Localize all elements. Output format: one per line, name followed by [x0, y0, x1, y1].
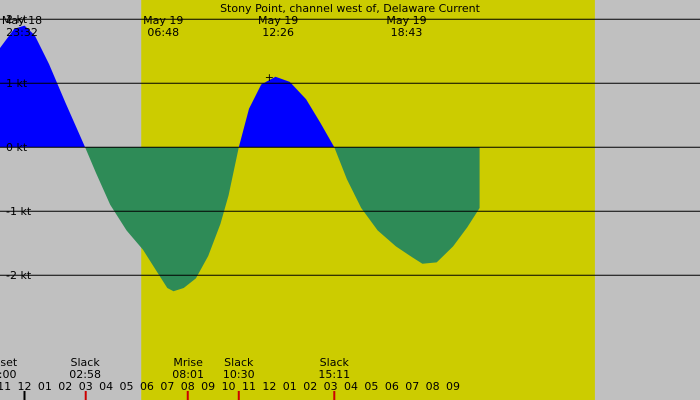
- hour-tick-label: 11: [0, 380, 11, 393]
- hour-tick-label: 07: [405, 380, 419, 393]
- bottom-event-labels: Mset3:00Slack02:58Mrise08:01Slack10:30Sl…: [0, 356, 350, 381]
- top-time-label: 06:48: [147, 26, 179, 39]
- grid-lines: [0, 18, 700, 276]
- top-time-label: 18:43: [391, 26, 423, 39]
- ebb-area: [334, 147, 480, 264]
- event-time-label: 3:00: [0, 368, 16, 381]
- y-tick-label: 0 kt: [6, 141, 28, 154]
- hour-tick-label: 01: [283, 380, 297, 393]
- top-date-label: May 18: [2, 14, 42, 27]
- hour-tick-label: 02: [58, 380, 72, 393]
- hour-tick-label: 05: [120, 380, 134, 393]
- event-name-label: Slack: [224, 356, 254, 369]
- y-tick-label: 1 kt: [6, 77, 28, 90]
- hour-tick-label: 11: [242, 380, 256, 393]
- event-name-label: Slack: [320, 356, 350, 369]
- event-time-label: 08:01: [172, 368, 204, 381]
- max-marker: +: [265, 71, 274, 84]
- top-time-label: 23:32: [6, 26, 38, 39]
- event-time-label: 15:11: [318, 368, 350, 381]
- max-marker-symbol: +: [265, 71, 274, 84]
- ebb-area: [85, 147, 239, 292]
- top-date-label: May 19: [386, 14, 426, 27]
- event-time-label: 02:58: [69, 368, 101, 381]
- event-name-label: Mset: [0, 356, 18, 369]
- current-areas: [0, 25, 480, 292]
- hour-tick-label: 02: [303, 380, 317, 393]
- top-date-label: May 19: [143, 14, 183, 27]
- hour-tick-label: 09: [201, 380, 215, 393]
- x-axis: 11 12 01 02 03 04 05 06 07 08 09 10 11 12 01 02 03 04 05 06…: [0, 380, 460, 400]
- y-tick-label: -1 kt: [6, 205, 32, 218]
- hour-tick-label: 09: [446, 380, 460, 393]
- flood-area: [0, 25, 86, 148]
- event-time-label: 10:30: [223, 368, 255, 381]
- hour-tick-label: 03: [324, 380, 338, 393]
- hour-tick-label: 04: [99, 380, 113, 393]
- event-name-label: Slack: [71, 356, 101, 369]
- hour-tick-label: 01: [38, 380, 52, 393]
- event-name-label: Mrise: [173, 356, 203, 369]
- hour-tick-label: 08: [181, 380, 195, 393]
- hour-tick-label: 12: [262, 380, 276, 393]
- hour-tick-label: 03: [79, 380, 93, 393]
- top-date-label: May 19: [258, 14, 298, 27]
- hour-tick-label: 07: [160, 380, 174, 393]
- hour-tick-label: 10: [222, 380, 236, 393]
- chart-title: Stony Point, channel west of, Delaware C…: [220, 2, 481, 15]
- hour-tick-label: 05: [364, 380, 378, 393]
- y-tick-label: 2 kt: [6, 13, 28, 26]
- flood-area: [238, 76, 335, 148]
- top-time-label: 12:26: [262, 26, 294, 39]
- hour-tick-label: 08: [426, 380, 440, 393]
- hour-tick-label: 12: [17, 380, 31, 393]
- y-tick-label: -2 kt: [6, 269, 32, 282]
- hour-tick-label: 06: [385, 380, 399, 393]
- hour-tick-label: 06: [140, 380, 154, 393]
- hour-tick-label: 04: [344, 380, 358, 393]
- y-axis: 2 kt 1 kt 0 kt -1 kt -2 kt: [6, 13, 32, 282]
